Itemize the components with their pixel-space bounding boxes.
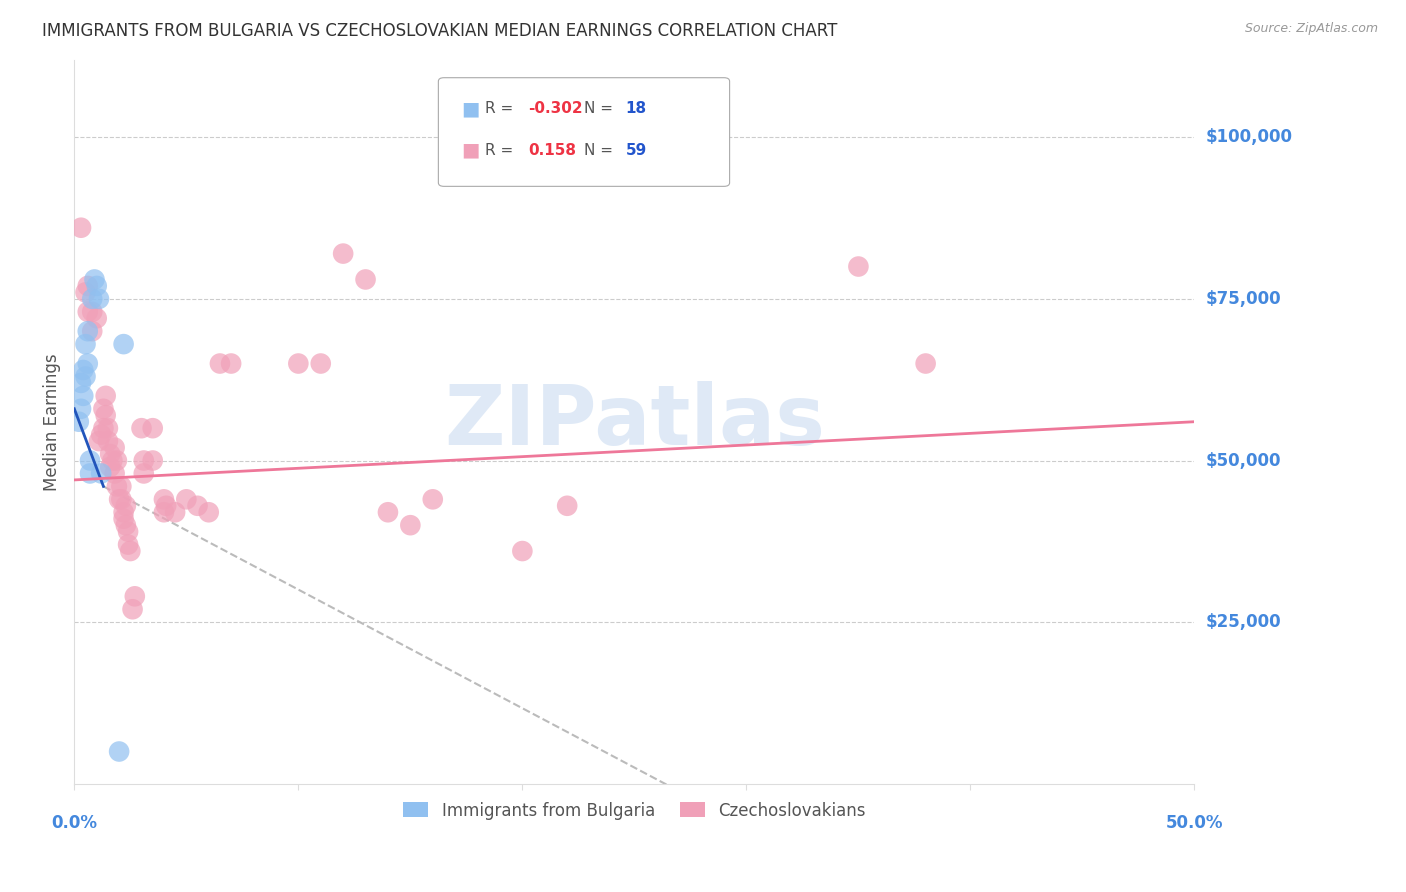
Text: Source: ZipAtlas.com: Source: ZipAtlas.com [1244,22,1378,36]
Point [115,499,138,513]
Text: ZIPatlas: ZIPatlas [444,381,825,462]
Point [108,492,131,507]
Point [76,324,98,338]
Legend: Immigrants from Bulgaria, Czechoslovakians: Immigrants from Bulgaria, Czechoslovakia… [396,795,872,826]
Point [94,409,117,423]
Point [176,492,198,507]
Text: N =: N = [583,143,613,158]
Point [354,272,377,286]
Point [87,292,110,306]
Point [83,272,105,286]
Point [110,492,132,507]
Text: -0.302: -0.302 [529,102,582,116]
Point [75,337,97,351]
Point [555,499,578,513]
Point [112,505,135,519]
Point [332,246,354,260]
Point [79,467,101,481]
Text: ■: ■ [461,141,479,160]
Point [153,492,176,507]
Point [67,415,90,429]
Point [97,434,120,449]
Text: 0.0%: 0.0% [51,814,97,832]
Text: 59: 59 [626,143,647,158]
Point [115,518,138,533]
Point [90,427,112,442]
Point [104,441,127,455]
Text: ■: ■ [461,99,479,119]
Point [153,505,176,519]
Point [104,467,127,481]
Point [75,285,97,300]
Point [124,590,146,604]
Point [76,305,98,319]
Point [90,467,112,481]
Point [208,357,231,371]
Text: 50.0%: 50.0% [1166,814,1223,832]
Point [399,518,422,533]
Point [105,453,128,467]
Point [105,479,128,493]
Point [82,305,104,319]
Text: IMMIGRANTS FROM BULGARIA VS CZECHOSLOVAKIAN MEDIAN EARNINGS CORRELATION CHART: IMMIGRANTS FROM BULGARIA VS CZECHOSLOVAK… [42,22,838,40]
Point [82,292,104,306]
Point [142,421,165,435]
Point [87,434,110,449]
Text: 0.158: 0.158 [529,143,576,158]
Text: $75,000: $75,000 [1205,290,1281,308]
Point [72,363,94,377]
Point [93,421,115,435]
Point [72,389,94,403]
Point [110,479,132,493]
Point [512,544,534,558]
Point [76,357,98,371]
Point [108,745,131,759]
Point [112,337,135,351]
Point [155,499,177,513]
Point [97,421,120,435]
Point [86,311,108,326]
Point [94,389,117,403]
Point [219,357,242,371]
Point [98,460,121,475]
Point [93,401,115,416]
Text: N =: N = [583,102,613,116]
Point [117,524,139,539]
Point [848,260,870,274]
Point [101,453,124,467]
Text: 18: 18 [626,102,647,116]
Point [197,505,219,519]
Point [131,421,153,435]
Point [76,279,98,293]
Point [309,357,332,371]
Text: $25,000: $25,000 [1205,613,1281,632]
Text: R =: R = [485,102,513,116]
Point [120,544,142,558]
Point [132,467,155,481]
Point [914,357,936,371]
Point [70,376,93,390]
Point [82,324,104,338]
Point [117,538,139,552]
Point [75,369,97,384]
Text: R =: R = [485,143,513,158]
Text: $100,000: $100,000 [1205,128,1292,146]
Point [121,602,143,616]
Point [142,453,165,467]
Point [70,220,93,235]
Point [112,512,135,526]
Y-axis label: Median Earnings: Median Earnings [44,353,60,491]
Point [287,357,309,371]
Point [186,499,208,513]
Text: $50,000: $50,000 [1205,451,1281,469]
Point [165,505,187,519]
Point [79,453,101,467]
Point [98,447,121,461]
FancyBboxPatch shape [439,78,730,186]
Point [86,279,108,293]
Point [70,401,93,416]
Point [422,492,444,507]
Point [377,505,399,519]
Point [132,453,155,467]
